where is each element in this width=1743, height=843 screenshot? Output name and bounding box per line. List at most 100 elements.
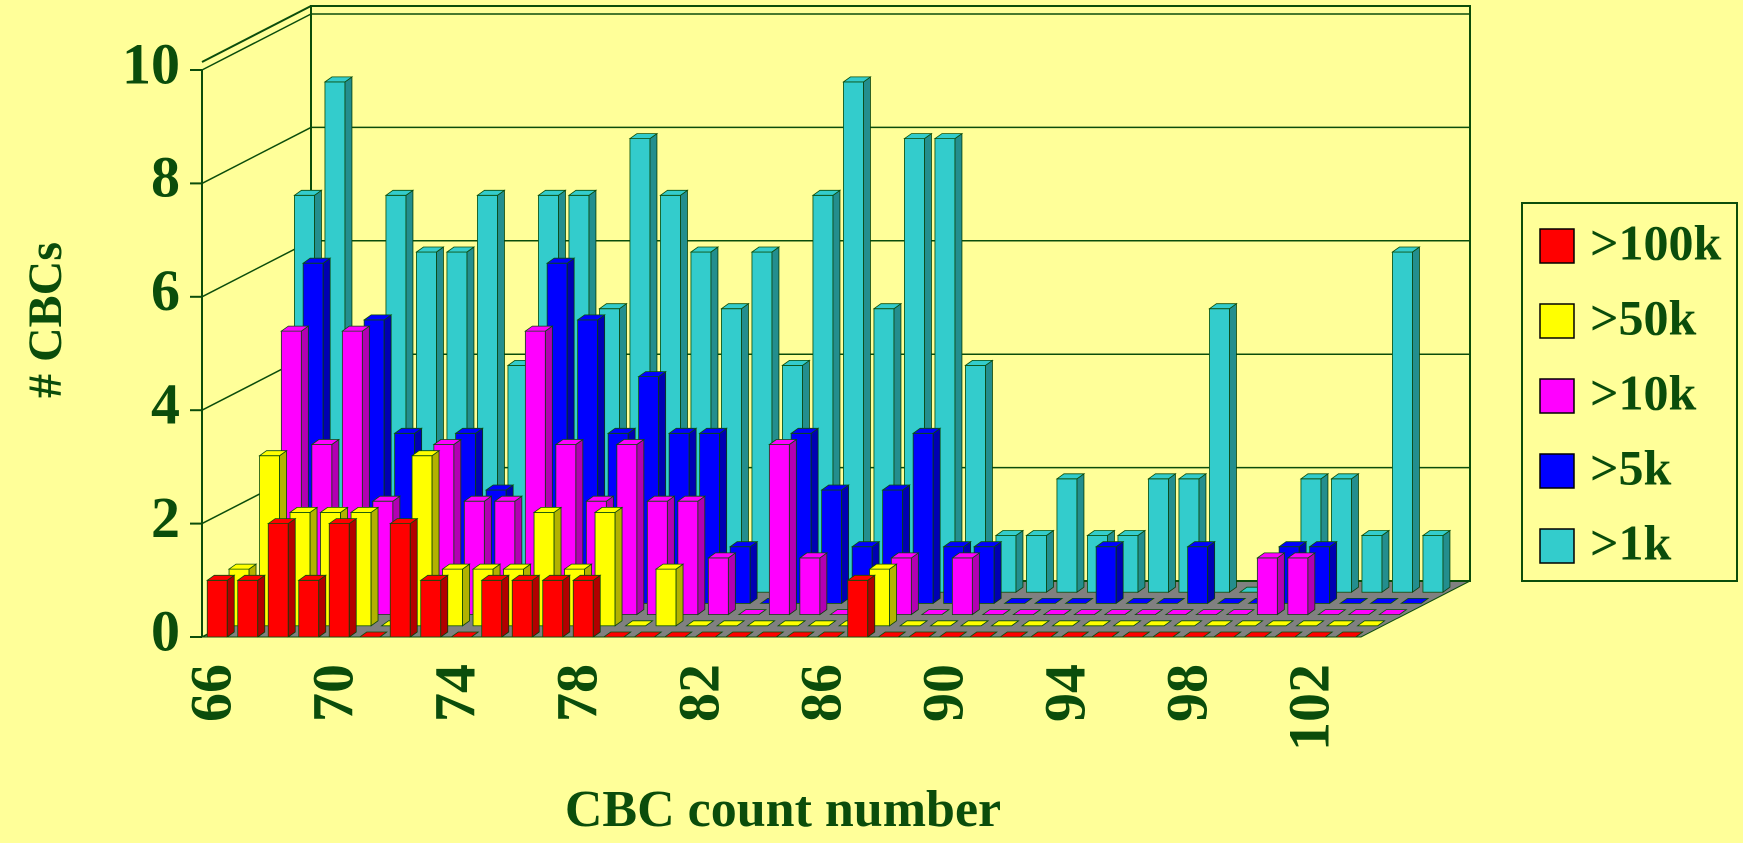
bar-top bbox=[959, 620, 990, 627]
bar-top bbox=[267, 518, 297, 524]
bar-top bbox=[811, 189, 842, 196]
bar-top bbox=[1177, 473, 1208, 480]
bar-top bbox=[476, 189, 506, 196]
bar-top bbox=[1112, 620, 1142, 627]
bar-top bbox=[1208, 303, 1238, 310]
bar-top bbox=[667, 427, 698, 434]
bar-top bbox=[698, 427, 728, 434]
bar-top bbox=[1064, 598, 1094, 604]
bar-side-shade bbox=[741, 303, 749, 593]
bar-side-shade bbox=[1116, 541, 1124, 604]
bar-top bbox=[1147, 473, 1177, 480]
bar-top bbox=[1308, 541, 1338, 548]
bar-top bbox=[720, 303, 750, 310]
bar bbox=[951, 557, 973, 616]
bar-top bbox=[816, 631, 846, 638]
bar-side-shade bbox=[994, 541, 1002, 604]
bar-top bbox=[1225, 609, 1256, 615]
bar-top bbox=[328, 518, 358, 524]
bar-top bbox=[951, 552, 981, 559]
bar-top bbox=[471, 563, 502, 570]
bar-top bbox=[942, 541, 972, 548]
bar bbox=[847, 579, 869, 638]
bar-side-shade bbox=[819, 552, 827, 615]
bar-top bbox=[593, 506, 624, 513]
bar-top bbox=[1151, 631, 1181, 638]
bar-side-shade bbox=[889, 564, 897, 626]
bar bbox=[481, 579, 503, 638]
bar bbox=[420, 579, 442, 638]
bar-top bbox=[206, 574, 236, 581]
bar-top bbox=[807, 620, 837, 627]
bar-top bbox=[1025, 530, 1055, 536]
bar-side-shade bbox=[728, 552, 736, 615]
bar-side-shade bbox=[1381, 530, 1389, 593]
bar-top bbox=[301, 257, 332, 264]
bar-top bbox=[724, 631, 754, 638]
legend-swatch bbox=[1539, 228, 1575, 264]
bar-top bbox=[798, 552, 829, 559]
bar-top bbox=[1081, 620, 1112, 627]
bar-top bbox=[541, 574, 571, 581]
bar-top bbox=[689, 246, 720, 253]
bar-side-shade bbox=[318, 575, 326, 637]
bar-top bbox=[1186, 541, 1216, 548]
bar-side-shade bbox=[1442, 530, 1450, 593]
bar-top bbox=[1116, 530, 1147, 536]
bar-top bbox=[545, 257, 576, 264]
bar-top bbox=[1103, 609, 1134, 615]
bar-side-shade bbox=[1076, 473, 1084, 593]
bar-top bbox=[319, 506, 349, 513]
legend-label: >1k bbox=[1590, 514, 1671, 570]
bar bbox=[655, 568, 677, 627]
bar-top bbox=[868, 563, 898, 570]
bar-top bbox=[820, 484, 850, 491]
bar-top bbox=[659, 189, 689, 196]
bar-side-shade bbox=[636, 439, 644, 615]
bar-top bbox=[1330, 473, 1360, 480]
bar-top bbox=[964, 359, 994, 366]
bar-top bbox=[637, 371, 667, 378]
bar bbox=[799, 557, 821, 616]
bar-top bbox=[1121, 631, 1151, 638]
bar bbox=[1148, 478, 1169, 593]
bar-top bbox=[1090, 631, 1120, 638]
y-tick-label: 0 bbox=[151, 598, 180, 663]
bar-side-shade bbox=[1307, 552, 1315, 615]
x-tick-label: 66 bbox=[179, 664, 244, 722]
bar-side-shade bbox=[750, 541, 758, 604]
bar-top bbox=[715, 620, 746, 627]
bar-top bbox=[1155, 598, 1186, 604]
bar-top bbox=[415, 246, 445, 253]
bar-side-shade bbox=[911, 552, 919, 615]
bar-top bbox=[768, 439, 798, 445]
bar-top bbox=[606, 427, 637, 434]
bar-top bbox=[654, 563, 685, 570]
bar-top bbox=[1051, 620, 1081, 627]
bar-top bbox=[972, 541, 1003, 548]
bar-side-shade bbox=[257, 575, 265, 637]
bar-top bbox=[432, 439, 463, 445]
y-tick-label: 2 bbox=[151, 485, 180, 550]
bar-top bbox=[410, 450, 441, 457]
bar-top bbox=[537, 189, 567, 196]
bar-top bbox=[280, 325, 310, 332]
bar bbox=[1422, 535, 1444, 593]
bar-top bbox=[968, 631, 998, 638]
legend-swatch bbox=[1539, 453, 1575, 489]
bar-top bbox=[1060, 631, 1090, 638]
x-tick-label: 90 bbox=[911, 664, 976, 722]
bar-top bbox=[846, 574, 876, 581]
bar-top bbox=[511, 574, 541, 581]
bar-top bbox=[1073, 609, 1103, 615]
bar-top bbox=[563, 563, 593, 570]
legend-swatch bbox=[1539, 303, 1575, 339]
bar-side-shade bbox=[863, 76, 871, 593]
bar bbox=[1095, 546, 1117, 604]
bar-side-shade bbox=[371, 507, 379, 626]
bar-side-shade bbox=[954, 133, 962, 593]
bar-top bbox=[480, 574, 510, 581]
bar-side-shade bbox=[697, 496, 705, 615]
bar bbox=[707, 557, 729, 616]
bar-top bbox=[602, 631, 632, 638]
